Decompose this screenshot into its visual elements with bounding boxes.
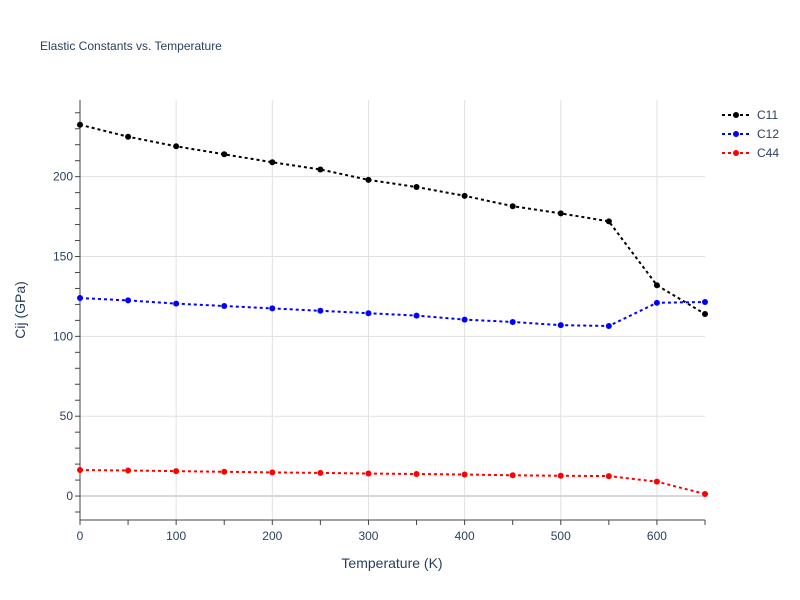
- y-axis-title: Cij (GPa): [12, 281, 28, 339]
- y-tick-label: 150: [53, 250, 73, 264]
- data-point: [653, 299, 660, 306]
- x-tick-label: 100: [166, 529, 186, 543]
- data-point: [702, 299, 708, 306]
- data-point: [605, 473, 612, 480]
- legend-item-c12[interactable]: C12: [722, 127, 779, 141]
- data-point: [557, 472, 564, 479]
- legend-item-c11[interactable]: C11: [722, 108, 778, 122]
- axes: 0 100 200 300 400 500 600 0 50 100 150 200: [53, 100, 706, 543]
- legend-marker: [733, 131, 739, 137]
- data-point: [125, 133, 132, 140]
- data-point: [77, 467, 83, 474]
- series-c12: [77, 295, 708, 329]
- legend-marker: [733, 112, 739, 118]
- data-point: [365, 176, 372, 183]
- data-point: [509, 472, 516, 479]
- legend-item-c44[interactable]: C44: [722, 146, 779, 160]
- data-point: [605, 218, 612, 225]
- x-tick-label: 0: [77, 529, 84, 543]
- data-point: [653, 478, 660, 485]
- grid: [80, 100, 705, 520]
- data-point: [557, 322, 564, 329]
- series-layer: [77, 121, 708, 497]
- data-point: [702, 490, 708, 497]
- x-axis-title: Temperature (K): [341, 555, 442, 571]
- x-tick-label: 500: [551, 529, 571, 543]
- x-tick-label: 200: [262, 529, 282, 543]
- data-point: [557, 210, 564, 217]
- data-point: [317, 166, 324, 173]
- data-point: [653, 282, 660, 289]
- series-c44: [77, 467, 708, 497]
- x-tick-label: 600: [647, 529, 667, 543]
- y-tick-label: 100: [53, 329, 73, 343]
- legend-marker: [733, 150, 739, 156]
- data-point: [221, 303, 228, 310]
- series-line: [79, 297, 706, 327]
- data-point: [77, 121, 83, 128]
- data-point: [269, 469, 276, 476]
- data-point: [125, 297, 132, 304]
- legend[interactable]: C11 C12 C44: [722, 108, 779, 160]
- data-point: [605, 322, 612, 329]
- series-line: [79, 469, 706, 495]
- series-c11: [77, 121, 708, 317]
- data-point: [269, 305, 276, 312]
- legend-label: C11: [757, 108, 778, 122]
- y-tick-label: 200: [53, 170, 73, 184]
- y-tick-label: 50: [60, 409, 74, 423]
- data-point: [509, 318, 516, 325]
- data-point: [77, 295, 83, 302]
- data-point: [365, 310, 372, 317]
- data-point: [461, 471, 468, 478]
- data-point: [173, 300, 180, 307]
- x-tick-label: 300: [358, 529, 378, 543]
- series-line: [79, 123, 706, 315]
- data-point: [173, 468, 180, 475]
- data-point: [413, 184, 420, 191]
- data-point: [221, 468, 228, 475]
- data-point: [509, 203, 516, 210]
- data-point: [365, 470, 372, 477]
- y-tick-label: 0: [66, 489, 73, 503]
- data-point: [221, 151, 228, 158]
- data-point: [269, 159, 276, 166]
- data-point: [461, 192, 468, 199]
- data-point: [702, 310, 708, 317]
- chart-title: Elastic Constants vs. Temperature: [40, 39, 222, 53]
- x-tick-label: 400: [455, 529, 475, 543]
- data-point: [413, 471, 420, 478]
- data-point: [317, 307, 324, 314]
- data-point: [413, 312, 420, 319]
- data-point: [173, 143, 180, 150]
- legend-label: C12: [757, 127, 779, 141]
- data-point: [461, 316, 468, 323]
- data-point: [125, 467, 132, 474]
- data-point: [317, 469, 324, 476]
- legend-label: C44: [757, 146, 779, 160]
